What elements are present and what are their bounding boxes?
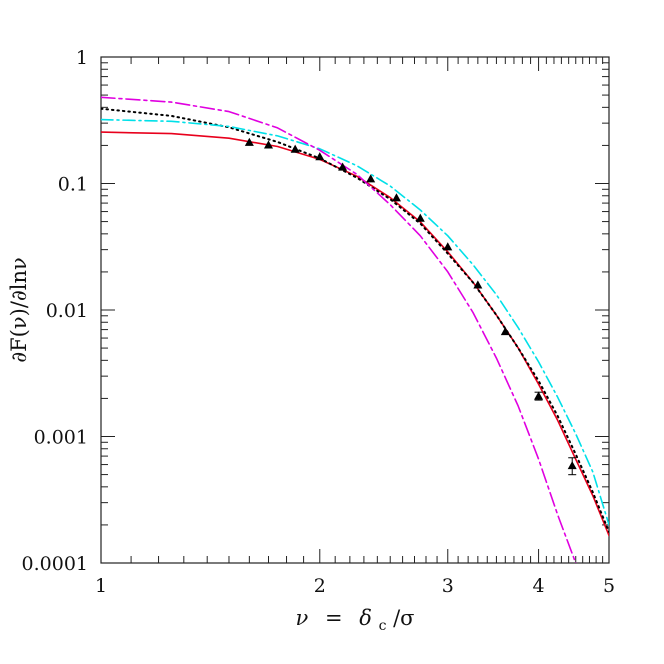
y-tick-label: 0.001 (34, 427, 88, 449)
y-tick-labels: 1 0.1 0.01 0.001 0.0001 (22, 47, 88, 575)
data-point (473, 280, 483, 289)
triangle-marker (473, 280, 483, 289)
triangle-marker (391, 193, 401, 202)
x-tick-labels: 1 2 3 4 5 (95, 575, 615, 597)
x-tick-label: 5 (603, 575, 615, 597)
y-tick-label: 0.01 (46, 300, 88, 322)
data-point (244, 137, 254, 146)
triangle-marker (263, 140, 273, 149)
data-point (290, 144, 300, 153)
data-point (443, 242, 453, 251)
data-point (338, 162, 348, 171)
x-axis-label-eq: = (325, 606, 343, 630)
triangle-marker (290, 144, 300, 153)
major-ticks (100, 56, 610, 564)
series-line-0 (101, 131, 609, 537)
x-tick-label: 1 (95, 575, 107, 597)
series-line-2 (101, 118, 609, 526)
x-tick-label: 3 (442, 575, 454, 597)
triangle-marker (567, 461, 577, 470)
triangle-marker (315, 152, 325, 161)
y-tick-label: 1 (76, 47, 88, 69)
triangle-marker (500, 327, 510, 336)
plot-frame (100, 56, 610, 564)
minor-ticks (101, 57, 609, 563)
data-point (415, 213, 425, 222)
series-layer (101, 96, 609, 563)
data-point (366, 174, 376, 183)
x-axis-label-sub: c (379, 618, 387, 634)
series-line-1 (101, 107, 609, 533)
triangle-marker (534, 391, 544, 400)
x-tick-label: 2 (314, 575, 326, 597)
y-tick-label: 0.1 (58, 174, 88, 196)
data-point (263, 140, 273, 149)
x-axis-label-nu: ν (295, 606, 308, 630)
x-axis-label-slash: /σ (393, 606, 414, 630)
data-points (244, 137, 577, 476)
y-axis-label: ∂F(ν)/∂lnν (7, 257, 31, 363)
triangle-marker (443, 242, 453, 251)
y-tick-label: 0.0001 (22, 553, 88, 575)
series-line-3 (101, 96, 577, 563)
triangle-marker (338, 162, 348, 171)
x-axis-label: ν = δ c /σ (295, 606, 414, 635)
data-point (391, 193, 401, 202)
x-axis-label-delta: δ (359, 606, 372, 630)
x-tick-label: 4 (533, 575, 545, 597)
data-point (315, 152, 325, 161)
data-point (567, 457, 577, 476)
triangle-marker (244, 137, 254, 146)
data-point (500, 327, 510, 336)
data-point (534, 391, 544, 401)
triangle-marker (366, 174, 376, 183)
triangle-marker (415, 213, 425, 222)
